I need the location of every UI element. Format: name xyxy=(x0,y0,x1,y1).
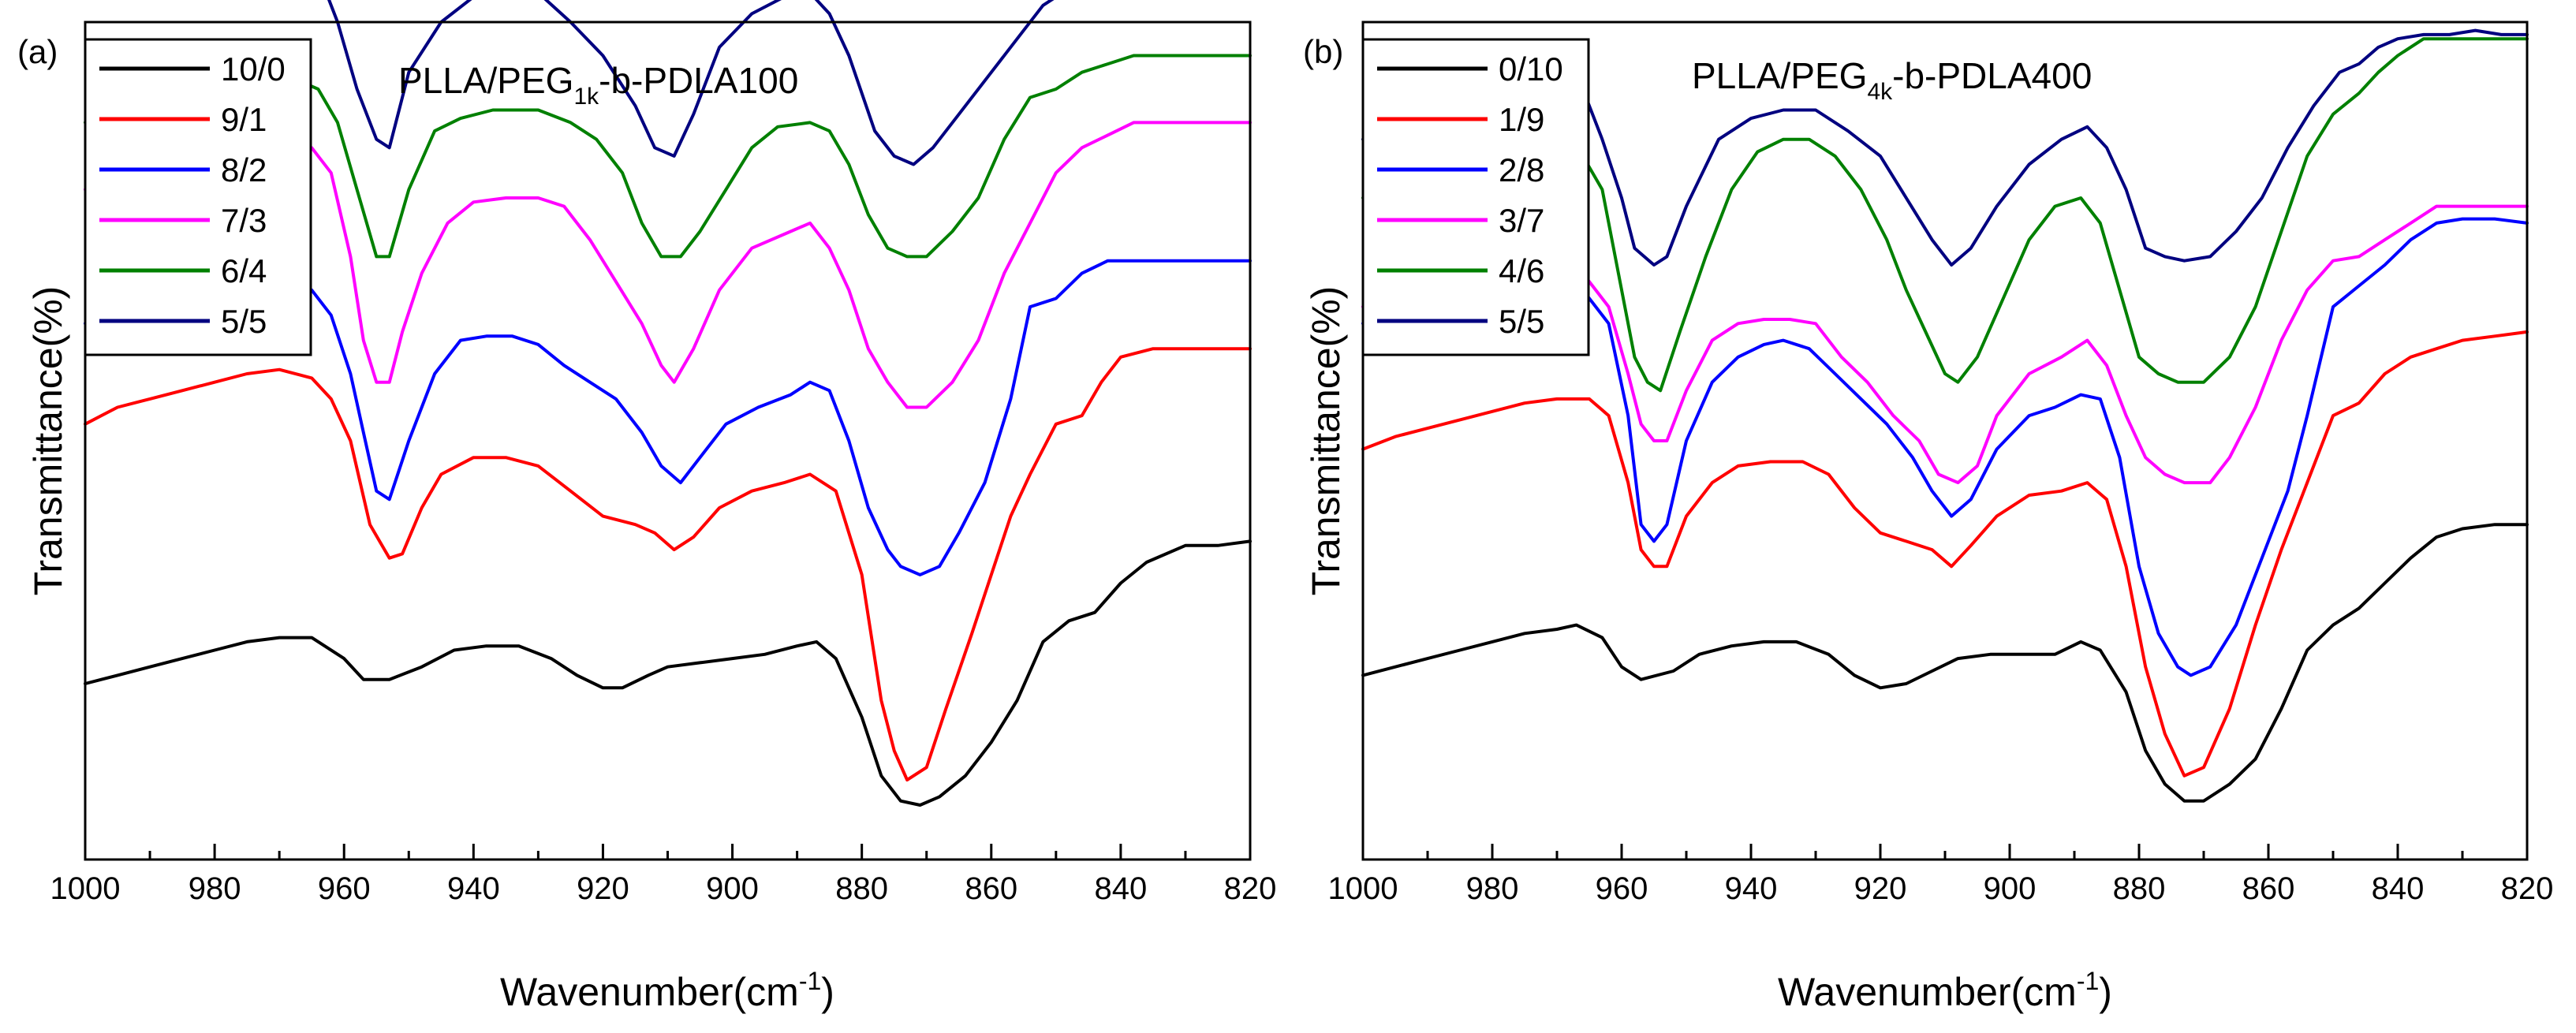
chart-title-b: PLLA/PEG4k-b-PDLA400 xyxy=(1692,55,2092,105)
legend-label: 8/2 xyxy=(221,151,267,188)
panel-label-b: (b) xyxy=(1303,33,1343,70)
series-line-a-9-1 xyxy=(84,347,1252,782)
legend-label: 3/7 xyxy=(1499,202,1544,239)
series-line-a-5-5 xyxy=(327,0,1055,166)
legend-label: 6/4 xyxy=(221,252,267,289)
x-tick-label: 980 xyxy=(1466,871,1519,906)
series-line-a-7-3 xyxy=(84,121,1252,409)
x-axis-label-sup-a: -1 xyxy=(799,967,821,995)
x-axis-label-close-b: ) xyxy=(2099,970,2112,1014)
x-tick-label: 960 xyxy=(318,871,371,906)
legend-label: 5/5 xyxy=(1499,303,1544,340)
x-tick-label: 940 xyxy=(1725,871,1778,906)
chart-title-sub-b: 4k xyxy=(1867,79,1893,105)
y-axis-label-b: Transmittance(%) xyxy=(1304,286,1348,596)
chart-title-main-b: PLLA/PEG xyxy=(1692,55,1867,96)
x-tick-label: 840 xyxy=(2372,871,2425,906)
x-axis-label-a: Wavenumber(cm-1) xyxy=(500,967,834,1014)
legend-label: 2/8 xyxy=(1499,151,1544,188)
series-line-a-10-0 xyxy=(84,539,1252,807)
x-axis-label-close-a: ) xyxy=(821,970,834,1014)
x-tick-label: 820 xyxy=(2501,871,2554,906)
x-tick-label: 860 xyxy=(2242,871,2295,906)
x-axis-label-main-a: Wavenumber(cm xyxy=(500,970,799,1014)
chart-title-rest-b: -b-PDLA400 xyxy=(1892,55,2092,96)
chart-panel-a: 1000 980 960 940 920 900 880 860 840 820 (a) PLLA… xyxy=(17,0,1276,1014)
x-axis-ticks-a: 1000 980 960 940 920 900 880 860 840 820 xyxy=(50,844,1277,906)
series-line-b-1-9 xyxy=(1361,330,2529,778)
x-tick-label: 920 xyxy=(1854,871,1907,906)
chart-title-a: PLLA/PEG1k-b-PDLA100 xyxy=(398,60,798,110)
chart-title-rest-a: -b-PDLA100 xyxy=(599,60,798,101)
legend-label: 7/3 xyxy=(221,202,267,239)
x-axis-label-sup-b: -1 xyxy=(2077,967,2099,995)
x-tick-label: 880 xyxy=(2113,871,2166,906)
series-line-b-0-10 xyxy=(1361,523,2529,803)
x-tick-label: 980 xyxy=(189,871,241,906)
x-tick-label: 960 xyxy=(1596,871,1648,906)
chart-panel-b: 1000 980 960 940 920 900 880 860 840 820 (b) PLLA… xyxy=(1303,21,2554,1014)
x-tick-label: 920 xyxy=(577,871,629,906)
panel-label-a: (a) xyxy=(17,33,58,70)
legend-a: 10/0 9/1 8/2 7/3 6/4 5/5 xyxy=(84,38,312,356)
series-line-b-4-6 xyxy=(1361,37,2529,393)
x-axis-ticks-b: 1000 980 960 940 920 900 880 860 840 820 xyxy=(1328,844,2554,906)
x-tick-label: 900 xyxy=(1984,871,2037,906)
legend-label: 0/10 xyxy=(1499,50,1563,88)
legend-b: 0/10 1/9 2/8 3/7 4/6 5/5 xyxy=(1361,38,1590,356)
x-axis-label-b: Wavenumber(cm-1) xyxy=(1778,967,2112,1014)
series-line-a-8-2 xyxy=(84,259,1252,576)
x-tick-label: 840 xyxy=(1095,871,1148,906)
legend-label: 1/9 xyxy=(1499,101,1544,138)
x-tick-label: 880 xyxy=(835,871,888,906)
x-tick-label: 820 xyxy=(1224,871,1277,906)
series-line-b-2-8 xyxy=(1361,217,2529,677)
series-line-b-5-5 xyxy=(1361,28,2529,267)
legend-label: 4/6 xyxy=(1499,252,1544,289)
y-axis-label-a: Transmittance(%) xyxy=(26,286,70,596)
x-tick-label: 1000 xyxy=(50,871,121,906)
series-line-b-3-7 xyxy=(1361,204,2529,485)
series-layer-b xyxy=(1361,28,2529,803)
legend-label: 10/0 xyxy=(221,50,286,88)
legend-items-a: 10/0 9/1 8/2 7/3 6/4 5/5 xyxy=(99,50,286,340)
legend-box-b xyxy=(1361,38,1590,356)
x-tick-label: 900 xyxy=(706,871,759,906)
x-tick-label: 940 xyxy=(447,871,500,906)
legend-box-a xyxy=(84,38,312,356)
chart-title-main-a: PLLA/PEG xyxy=(398,60,573,101)
x-tick-label: 1000 xyxy=(1328,871,1398,906)
x-axis-label-main-b: Wavenumber(cm xyxy=(1778,970,2077,1014)
legend-label: 9/1 xyxy=(221,101,267,138)
chart-title-sub-a: 1k xyxy=(573,84,599,110)
x-tick-label: 860 xyxy=(965,871,1017,906)
legend-items-b: 0/10 1/9 2/8 3/7 4/6 5/5 xyxy=(1377,50,1563,340)
legend-label: 5/5 xyxy=(221,303,267,340)
